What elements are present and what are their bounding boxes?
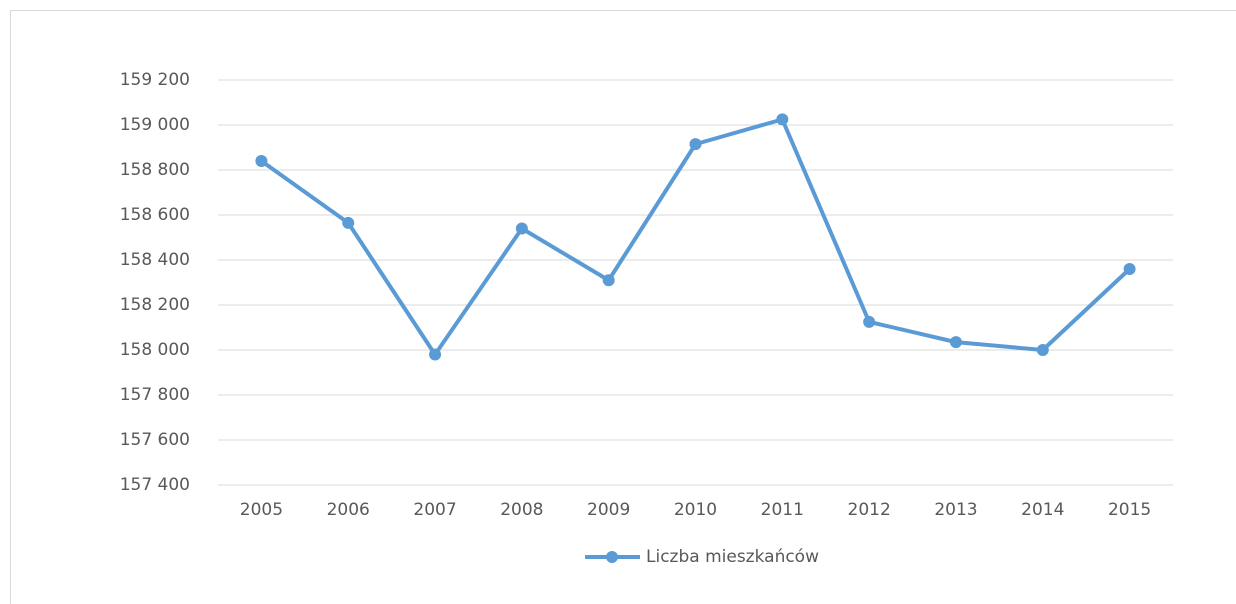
x-tick-label: 2005 bbox=[240, 500, 283, 520]
y-tick-label: 158 400 bbox=[120, 250, 190, 270]
chart-border bbox=[10, 10, 1236, 604]
data-point bbox=[429, 348, 442, 361]
data-point bbox=[949, 336, 962, 349]
data-point bbox=[689, 138, 702, 151]
x-tick-label: 2013 bbox=[934, 500, 977, 520]
x-tick-label: 2010 bbox=[674, 500, 717, 520]
y-tick-label: 157 800 bbox=[120, 385, 190, 405]
x-tick-label: 2008 bbox=[500, 500, 543, 520]
x-tick-label: 2007 bbox=[413, 500, 456, 520]
y-tick-label: 159 200 bbox=[120, 70, 190, 90]
x-tick-label: 2015 bbox=[1108, 500, 1151, 520]
legend-label: Liczba mieszkańców bbox=[646, 547, 819, 567]
data-point bbox=[255, 155, 268, 167]
data-point bbox=[863, 315, 876, 328]
data-point bbox=[1036, 344, 1049, 356]
x-tick-label: 2006 bbox=[327, 500, 370, 520]
data-point bbox=[1123, 263, 1136, 275]
legend-marker bbox=[606, 551, 618, 563]
y-tick-label: 158 800 bbox=[120, 160, 190, 180]
x-tick-label: 2014 bbox=[1021, 500, 1064, 520]
y-tick-label: 157 600 bbox=[120, 430, 190, 450]
y-tick-label: 158 200 bbox=[120, 295, 190, 315]
y-tick-label: 158 600 bbox=[120, 205, 190, 225]
data-point bbox=[602, 274, 615, 287]
y-tick-label: 157 400 bbox=[120, 475, 190, 495]
y-tick-label: 158 000 bbox=[120, 340, 190, 360]
x-tick-label: 2009 bbox=[587, 500, 630, 520]
data-point bbox=[342, 216, 355, 229]
data-point bbox=[515, 222, 528, 235]
x-tick-label: 2012 bbox=[848, 500, 891, 520]
series-line bbox=[260, 117, 1131, 357]
y-tick-label: 159 000 bbox=[120, 115, 190, 135]
data-point bbox=[776, 113, 789, 126]
x-tick-label: 2011 bbox=[761, 500, 804, 520]
